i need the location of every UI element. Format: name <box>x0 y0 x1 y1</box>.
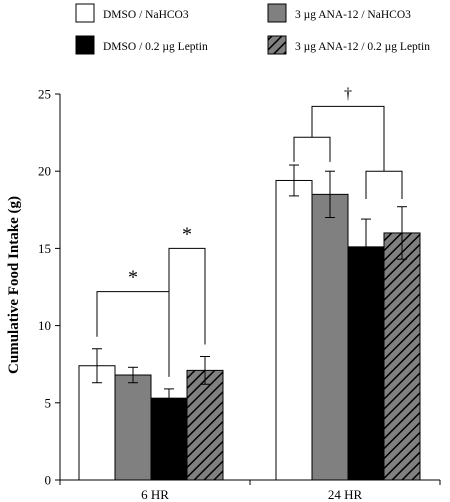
significance-symbol: * <box>128 267 138 289</box>
bars <box>78 179 421 481</box>
bracket <box>293 136 331 162</box>
bracket <box>365 170 403 199</box>
bracket <box>311 105 385 172</box>
bar <box>383 232 421 481</box>
y-tick-label: 25 <box>38 87 51 102</box>
bar <box>186 369 224 481</box>
y-tick-label: 10 <box>38 318 51 333</box>
significance-symbol: † <box>344 85 352 102</box>
bar <box>114 374 152 481</box>
x-category-label: 6 HR <box>141 487 169 502</box>
y-axis-label: Cumulative Food Intake (g) <box>6 196 22 374</box>
legend-label: 3 µg ANA-12 / 0.2 µg Leptin <box>295 41 430 53</box>
bracket <box>96 291 170 377</box>
significance-brackets: * * † <box>96 85 403 377</box>
y-tick-label: 15 <box>38 241 51 256</box>
bar <box>150 397 188 481</box>
bar <box>311 193 349 481</box>
y-tick-label: 0 <box>45 473 52 488</box>
y-tick-label: 20 <box>38 164 51 179</box>
x-category-label: 24 HR <box>328 487 363 502</box>
y-tick-label: 5 <box>45 395 52 410</box>
error-bars <box>92 164 407 408</box>
legend-label: DMSO / 0.2 µg Leptin <box>103 41 208 53</box>
legend-swatch <box>267 3 287 23</box>
bar <box>275 179 313 481</box>
legend: DMSO / NaHCO3 3 µg ANA-12 / NaHCO3 DMSO / … <box>75 3 430 55</box>
legend-swatch <box>75 35 95 55</box>
significance-symbol: * <box>182 223 192 245</box>
bar <box>78 365 116 481</box>
legend-label: 3 µg ANA-12 / NaHCO3 <box>295 9 411 21</box>
legend-swatch <box>267 35 287 55</box>
bar <box>347 246 385 481</box>
legend-label: DMSO / NaHCO3 <box>103 9 189 21</box>
bracket <box>168 247 206 345</box>
legend-swatch <box>75 3 95 23</box>
